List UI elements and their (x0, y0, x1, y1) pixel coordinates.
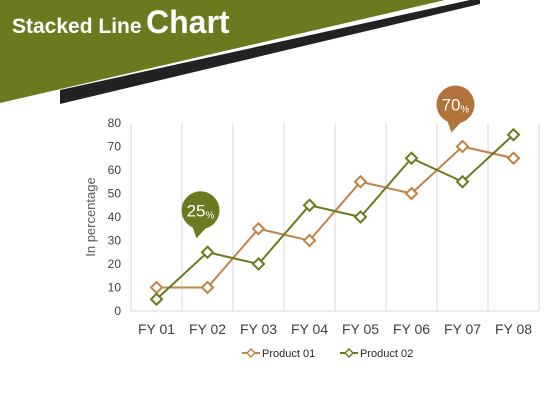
x-tick-label: FY 04 (291, 321, 328, 337)
x-tick-label: FY 08 (495, 321, 532, 337)
data-point-marker (302, 198, 317, 213)
data-point-marker (455, 174, 470, 189)
callout-value: 25 (187, 201, 206, 220)
callout-unit: % (461, 105, 470, 116)
legend-marker (343, 347, 355, 359)
callout-label: 25% (187, 201, 215, 221)
callout-value: 70 (442, 96, 461, 115)
x-tick-label: FY 05 (342, 321, 379, 337)
y-tick-label: 80 (108, 116, 122, 130)
legend-label-1: Product 01 (262, 348, 315, 360)
y-tick-label: 40 (108, 210, 122, 224)
y-tick-label: 60 (108, 163, 122, 177)
data-point-marker (353, 210, 368, 224)
title-banner (0, 0, 480, 104)
banner-olive (0, 0, 445, 103)
title-part-1: Stacked Line (12, 15, 142, 38)
data-point-marker (200, 245, 215, 260)
banner-shadow (60, 0, 480, 104)
y-axis-title: In percentage (83, 177, 98, 257)
data-point-marker (251, 257, 266, 271)
data-point-marker (404, 186, 419, 201)
data-point-marker (200, 280, 215, 295)
callout-unit: % (206, 210, 215, 221)
x-tick-label: FY 02 (189, 321, 226, 337)
series-line-2 (155, 134, 515, 300)
y-tick-label: 10 (108, 281, 122, 295)
x-tick-label: FY 07 (444, 321, 481, 337)
data-point-marker (506, 151, 521, 166)
callout-bubble (181, 191, 220, 230)
callout-label: 70% (442, 96, 470, 116)
data-point-marker (302, 233, 317, 248)
data-point-marker (149, 292, 164, 307)
y-tick-label: 70 (108, 140, 122, 154)
data-point-marker (506, 127, 521, 142)
x-tick-label: FY 06 (393, 321, 430, 337)
legend-label-2: Product 02 (360, 348, 413, 360)
y-tick-label: 50 (108, 187, 122, 201)
data-point-marker (149, 280, 164, 295)
data-point-marker (251, 221, 266, 236)
legend-marker (245, 347, 257, 359)
data-point-marker (455, 139, 470, 154)
data-point-marker (404, 151, 419, 166)
x-tick-label: FY 03 (240, 321, 277, 337)
y-tick-label: 0 (114, 304, 121, 318)
data-point-marker (353, 174, 368, 189)
x-tick-label: FY 01 (138, 321, 175, 337)
callout-bubble (436, 85, 475, 124)
y-tick-label: 30 (108, 234, 122, 248)
title-part-2: Chart (146, 4, 230, 40)
slide-title: Stacked Line Chart (12, 4, 230, 41)
y-tick-label: 20 (108, 257, 122, 271)
